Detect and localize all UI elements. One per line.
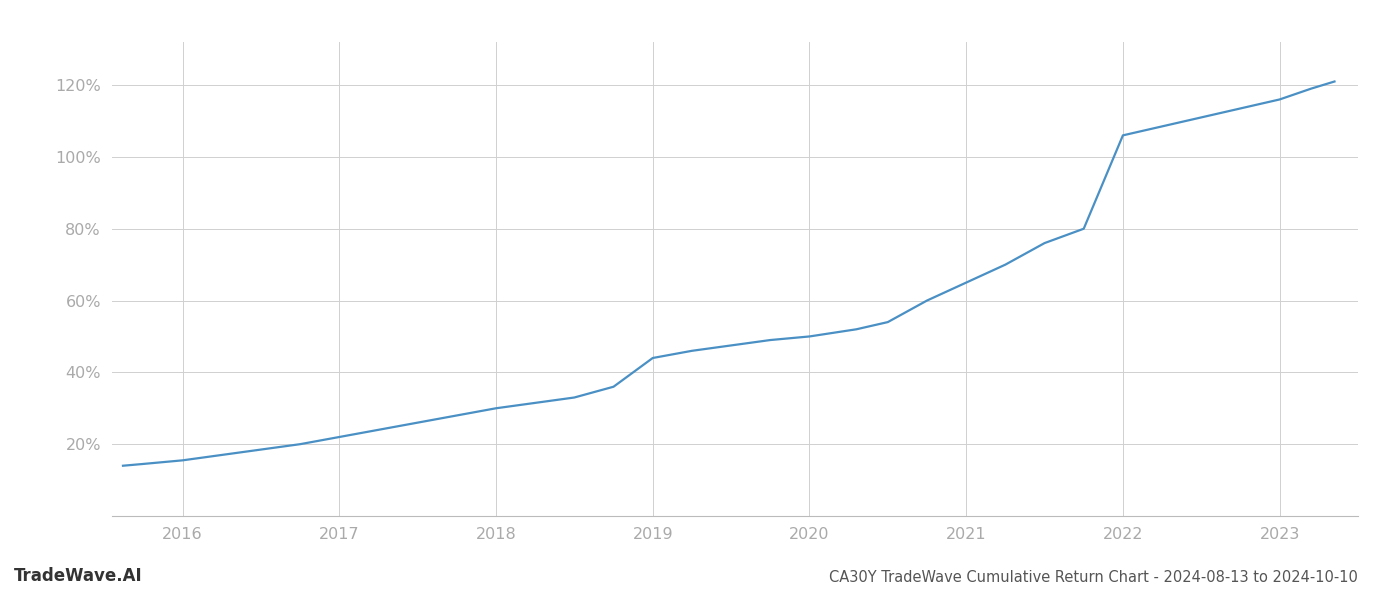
Text: CA30Y TradeWave Cumulative Return Chart - 2024-08-13 to 2024-10-10: CA30Y TradeWave Cumulative Return Chart … [829,570,1358,585]
Text: TradeWave.AI: TradeWave.AI [14,567,143,585]
